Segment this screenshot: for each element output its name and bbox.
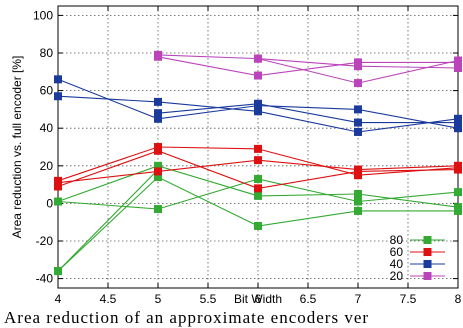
data-point [154, 167, 162, 176]
x-tick-label: 8 [455, 292, 462, 306]
legend-marker [423, 236, 432, 244]
x-tick-label: 5.5 [200, 292, 217, 306]
data-point [254, 99, 262, 108]
y-tick-label: 20 [40, 159, 54, 173]
series-line [157, 103, 458, 124]
x-tick-label: 6 [255, 292, 262, 306]
data-point [254, 174, 262, 183]
y-axis-label: Area reduction vs. full encoder [%] [10, 56, 24, 239]
x-tick-label: 5 [155, 292, 162, 306]
data-point [454, 188, 462, 197]
series-40 [54, 75, 462, 136]
series-20 [154, 50, 462, 88]
legend-label: 40 [390, 257, 404, 271]
data-point [354, 206, 362, 215]
y-tick-label: 80 [40, 46, 54, 60]
y-tick-label: -20 [36, 234, 54, 248]
data-point [154, 52, 162, 61]
data-point [54, 178, 62, 187]
x-tick-label: 4.5 [100, 292, 117, 306]
series-line [57, 169, 159, 272]
legend-marker [423, 260, 432, 268]
data-point [54, 267, 62, 276]
figure-caption: Area reduction of an approximate encoder… [4, 308, 370, 327]
x-tick-label: 6.5 [300, 292, 317, 306]
y-tick-label: 0 [46, 196, 53, 210]
data-point [454, 118, 462, 127]
data-point [154, 146, 162, 155]
y-tick-label: 100 [33, 8, 53, 22]
data-point [354, 165, 362, 174]
data-point [254, 54, 262, 63]
data-point [254, 184, 262, 193]
y-tick-label: 40 [40, 121, 54, 135]
x-tick-label: 7.5 [400, 292, 417, 306]
legend-marker [423, 272, 432, 280]
legend-label: 80 [390, 233, 404, 247]
data-point [354, 190, 362, 198]
y-tick-label: 60 [40, 84, 54, 98]
data-point [454, 56, 462, 65]
series-80 [54, 161, 462, 276]
series-60 [54, 143, 462, 193]
data-point [254, 107, 262, 116]
data-point [454, 161, 462, 170]
data-point [454, 64, 462, 73]
data-point [154, 173, 162, 182]
data-point [354, 118, 362, 127]
data-point [54, 75, 62, 84]
x-tick-label: 4 [55, 292, 62, 306]
data-point [154, 114, 162, 123]
legend-label: 60 [390, 245, 404, 259]
x-axis-label: Bit Width [234, 292, 282, 306]
data-point [354, 79, 362, 88]
data-point [454, 124, 462, 133]
data-point [54, 92, 62, 101]
series-line [157, 54, 459, 69]
data-point [154, 109, 162, 118]
data-point [254, 191, 262, 200]
data-point [354, 105, 362, 114]
data-point [54, 197, 62, 206]
series-line [157, 56, 458, 77]
data-point [354, 127, 362, 136]
data-point [354, 58, 362, 67]
data-point [254, 144, 262, 153]
data-point [154, 205, 162, 214]
data-point [454, 206, 462, 215]
legend-label: 20 [390, 269, 404, 283]
data-point [154, 97, 162, 106]
y-tick-label: -40 [36, 272, 54, 286]
data-point [354, 197, 362, 206]
data-point [254, 71, 262, 80]
x-tick-label: 7 [355, 292, 362, 306]
series-lines [54, 50, 462, 276]
x-axis-ticks: 4 4.5 5 5.5 6 6.5 7 7.5 8 [55, 6, 462, 306]
legend-marker [423, 248, 432, 256]
data-point [254, 156, 262, 165]
data-point [254, 221, 262, 230]
